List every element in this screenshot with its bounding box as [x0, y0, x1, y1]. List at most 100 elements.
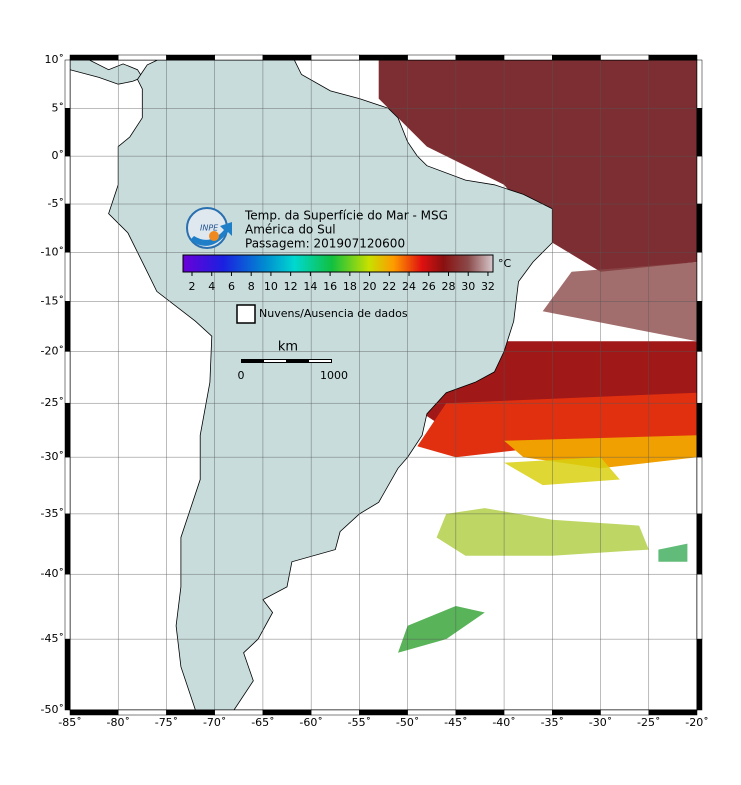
logo-text: INPE — [200, 224, 219, 233]
map-body — [70, 60, 697, 710]
frame-bar — [64, 456, 71, 515]
colorbar-label: 30 — [461, 280, 475, 293]
lon-label: -50˚ — [396, 716, 419, 729]
frame-bar — [648, 709, 698, 716]
colorbar-label: 12 — [284, 280, 298, 293]
scale-unit: km — [278, 340, 298, 355]
colorbar-label: 10 — [264, 280, 278, 293]
sst-patch — [398, 606, 485, 653]
frame-bar — [64, 402, 71, 458]
colorbar-label: 4 — [208, 280, 215, 293]
frame-bar — [64, 513, 71, 575]
lat-label: -40˚ — [41, 567, 64, 580]
frame-bar — [64, 155, 71, 205]
colorbar-label: 18 — [343, 280, 357, 293]
lon-label: -55˚ — [348, 716, 371, 729]
frame-bar — [503, 709, 553, 716]
lon-label: -40˚ — [492, 716, 515, 729]
title-line: América do Sul — [245, 223, 336, 237]
lat-label: -35˚ — [41, 507, 64, 520]
frame-bar — [696, 301, 703, 352]
frame-bar — [407, 54, 457, 61]
lat-label: 0˚ — [52, 149, 65, 162]
frame-bar — [696, 513, 703, 575]
lon-label: -25˚ — [637, 716, 660, 729]
frame-bar — [600, 709, 650, 716]
lat-label: -20˚ — [41, 344, 64, 357]
frame-bar — [166, 709, 215, 716]
lat-label: -45˚ — [41, 632, 64, 645]
frame-bar — [359, 54, 408, 61]
frame-bar — [214, 54, 264, 61]
lat-label: -25˚ — [41, 396, 64, 409]
frame-bar — [696, 573, 703, 640]
lat-label: -50˚ — [41, 703, 64, 716]
colorbar-label: 22 — [382, 280, 396, 293]
frame-bar — [696, 252, 703, 302]
frame-bar — [552, 54, 601, 61]
frame-bar — [64, 573, 71, 640]
colorbar-label: 32 — [481, 280, 495, 293]
lat-label: 5˚ — [52, 101, 65, 114]
colorbar-label: 2 — [189, 280, 196, 293]
colorbar-label: 28 — [441, 280, 455, 293]
colorbar-label: 24 — [402, 280, 416, 293]
lon-label: -65˚ — [251, 716, 274, 729]
logo-arrow — [190, 222, 232, 246]
overlay: INPE Temp. da Superfície do Mar - MSG Am… — [182, 207, 512, 382]
frame-bar — [696, 203, 703, 253]
lon-label: -20˚ — [685, 716, 708, 729]
lat-label: -30˚ — [41, 450, 64, 463]
frame-bar — [455, 54, 505, 61]
legend-swatch — [236, 304, 256, 324]
frame-bar — [117, 709, 167, 716]
frame-bar — [696, 59, 703, 109]
logo-dot — [209, 231, 219, 241]
frame-bar — [310, 54, 360, 61]
colorbar-unit: °C — [498, 257, 512, 270]
lon-label: -75˚ — [155, 716, 178, 729]
sst-patch — [542, 262, 697, 342]
sst-patch — [436, 508, 649, 556]
lat-label: 10˚ — [45, 53, 65, 66]
frame-bar — [359, 709, 408, 716]
frame-bar — [262, 54, 312, 61]
lon-label: -45˚ — [444, 716, 467, 729]
lon-label: -70˚ — [203, 716, 226, 729]
colorbar-label: 26 — [422, 280, 436, 293]
lat-label: -5˚ — [48, 197, 64, 210]
land — [70, 60, 143, 85]
title-line: Passagem: 201907120600 — [245, 237, 405, 251]
frame-bar — [503, 54, 553, 61]
sst-patch — [378, 60, 697, 272]
sst-patch — [658, 543, 688, 562]
frame-bar — [64, 108, 71, 157]
lon-label: -80˚ — [106, 716, 129, 729]
sst-patch — [504, 457, 620, 486]
title-line: Temp. da Superfície do Mar - MSG — [244, 209, 448, 223]
lat-label: -15˚ — [41, 294, 64, 307]
frame-bar — [117, 54, 167, 61]
frame-bar — [696, 351, 703, 404]
frame-bar — [214, 709, 264, 716]
frame-bar — [262, 709, 312, 716]
frame-bar — [64, 351, 71, 404]
frame-bar — [696, 402, 703, 458]
scale-bar-segment — [264, 360, 286, 362]
frame-bar — [455, 709, 505, 716]
frame-bar — [407, 709, 457, 716]
scale-bar — [241, 359, 332, 363]
colorbar — [182, 254, 494, 273]
scale-label: 1000 — [320, 369, 348, 382]
frame-bar — [64, 638, 71, 711]
frame-bar — [696, 638, 703, 711]
lon-label: -85˚ — [58, 716, 81, 729]
legend-text: Nuvens/Ausencia de dados — [259, 307, 408, 320]
frame-bar — [696, 456, 703, 515]
frame-bar — [310, 709, 360, 716]
frame-bar — [600, 54, 650, 61]
colorbar-label: 6 — [228, 280, 235, 293]
colorbar-label: 8 — [248, 280, 255, 293]
colorbar-label: 16 — [323, 280, 337, 293]
